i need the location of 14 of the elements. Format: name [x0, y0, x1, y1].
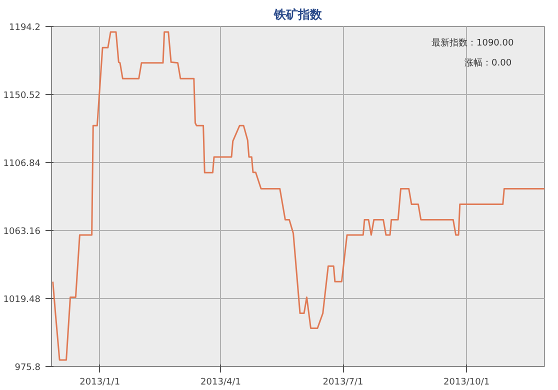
- x-tick-label: 2013/7/1: [322, 378, 364, 388]
- y-tick-label: 1019.48: [3, 295, 41, 305]
- annotation: 最新指数：1090.00: [432, 38, 514, 48]
- y-tick-label: 1194.2: [9, 23, 41, 33]
- y-tick-label: 1150.52: [3, 91, 40, 101]
- annotation: 涨幅：0.00: [464, 58, 512, 68]
- y-tick-label: 1063.16: [3, 227, 41, 237]
- y-tick-label: 975.8: [14, 363, 41, 373]
- x-tick-label: 2013/1/1: [80, 378, 120, 388]
- x-tick-label: 2013/4/1: [200, 378, 241, 388]
- line-series: [52, 31, 544, 361]
- chart-title: 铁矿指数: [273, 8, 323, 22]
- x-tick-label: 2013/10/1: [444, 378, 490, 388]
- y-tick-label: 1106.84: [3, 159, 41, 169]
